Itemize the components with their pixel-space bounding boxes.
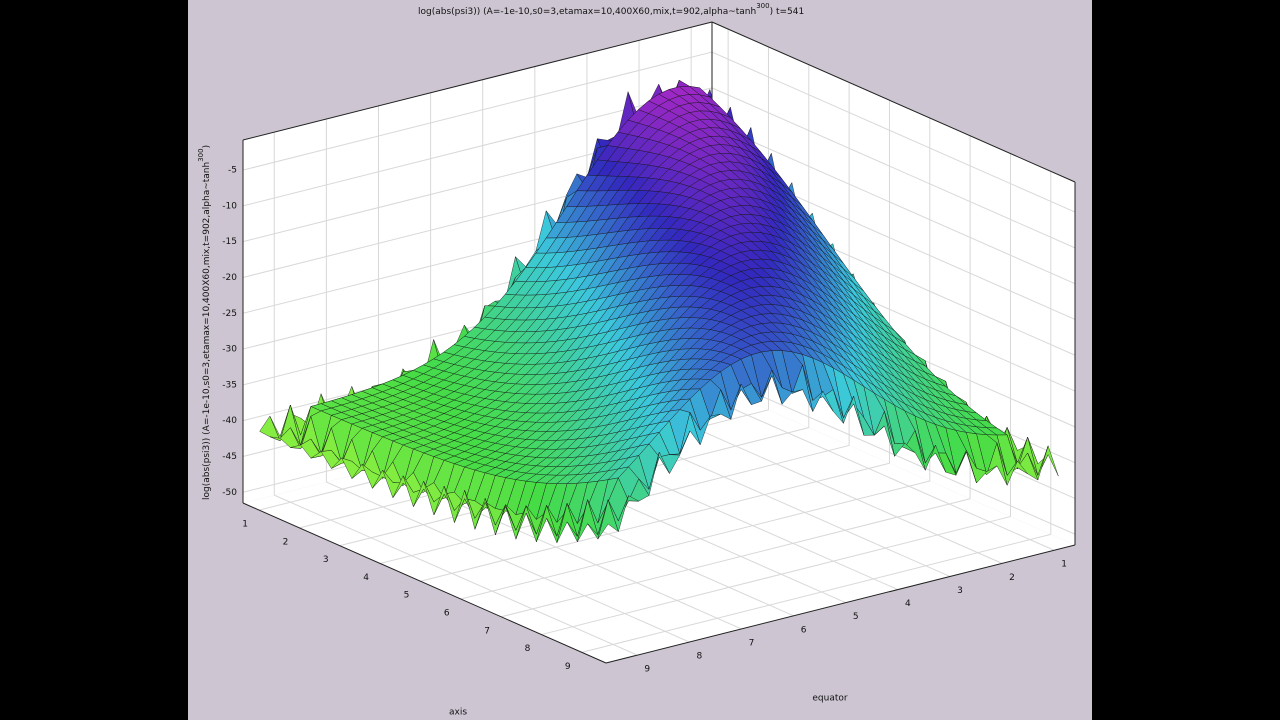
z-tick-label: -35 <box>222 380 237 390</box>
x-axis-label: axis <box>449 708 467 718</box>
axis-edge <box>242 21 713 141</box>
y-tick-label: 2 <box>1009 573 1015 583</box>
x-grid-line <box>501 498 971 618</box>
y-grid-line <box>274 494 638 656</box>
z-grid-line <box>711 51 1076 213</box>
x-grid-line <box>460 480 930 600</box>
x-tick-label: 1 <box>242 520 248 530</box>
x-grid-line <box>581 533 1051 653</box>
y-grid-line <box>326 481 690 643</box>
axis-edge <box>242 502 607 664</box>
zlabel-text: ) <box>202 145 212 149</box>
z-grid-line <box>242 51 713 171</box>
zlabel-superscript: 300 <box>197 148 205 161</box>
z-tick-label: -20 <box>222 273 237 283</box>
y-tick-label: 9 <box>644 665 650 675</box>
chart-title: log(abs(psi3)) (A=-1e-10,s0=3,etamax=10,… <box>418 2 804 17</box>
x-tick-label: 8 <box>525 644 531 654</box>
axis-edge <box>711 21 1076 183</box>
z-tick-label: -30 <box>222 345 237 355</box>
x-tick-label: 5 <box>404 591 410 601</box>
z-grid-line <box>711 87 1076 249</box>
z-axis-label: log(abs(psi3)) (A=-1e-10,s0=3,etamax=10,… <box>197 145 212 500</box>
z-tick-label: -40 <box>222 416 237 426</box>
y-tick-label: 8 <box>697 652 703 662</box>
y-tick-label: 5 <box>853 612 859 622</box>
x-tick-label: 2 <box>283 537 289 547</box>
x-grid-line <box>420 462 890 582</box>
x-grid-line <box>541 516 1011 636</box>
title-text: log(abs(psi3)) (A=-1e-10,s0=3,etamax=10,… <box>418 7 756 17</box>
y-tick-label: 4 <box>905 599 911 609</box>
y-axis-label: equator <box>812 694 848 704</box>
z-grid-line <box>711 123 1076 285</box>
y-tick-label: 3 <box>957 586 963 596</box>
y-grid-line <box>690 389 1055 551</box>
z-tick-label: -15 <box>222 237 237 247</box>
z-tick-label: -50 <box>222 488 237 498</box>
title-superscript: 300 <box>756 2 769 10</box>
x-tick-label: 4 <box>363 573 369 583</box>
y-tick-label: 6 <box>801 625 807 635</box>
axis-edge <box>605 544 1076 664</box>
x-tick-label: 3 <box>323 555 329 565</box>
x-tick-label: 9 <box>565 662 571 672</box>
z-tick-label: -45 <box>222 452 237 462</box>
x-tick-label: 7 <box>484 626 490 636</box>
title-text: ) t=541 <box>770 7 805 17</box>
x-tick-label: 6 <box>444 609 450 619</box>
y-tick-label: 1 <box>1061 560 1067 570</box>
z-tick-label: -25 <box>222 309 237 319</box>
z-grid-line <box>711 373 1076 535</box>
surface <box>259 79 1059 544</box>
surface-patch <box>597 499 619 540</box>
z-tick-label: -5 <box>228 166 237 176</box>
y-tick-label: 7 <box>749 638 755 648</box>
z-tick-label: -10 <box>222 201 237 211</box>
zlabel-text: log(abs(psi3)) (A=-1e-10,s0=3,etamax=10,… <box>202 162 212 500</box>
